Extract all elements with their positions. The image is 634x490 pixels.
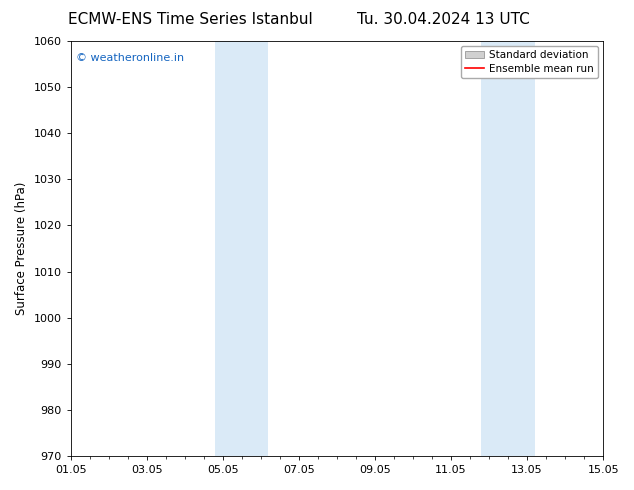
Bar [481,41,534,456]
Legend: Standard deviation, Ensemble mean run: Standard deviation, Ensemble mean run [461,46,598,78]
Text: © weatheronline.in: © weatheronline.in [76,53,184,64]
Text: ECMW-ENS Time Series Istanbul: ECMW-ENS Time Series Istanbul [68,12,313,27]
Text: Tu. 30.04.2024 13 UTC: Tu. 30.04.2024 13 UTC [358,12,530,27]
Y-axis label: Surface Pressure (hPa): Surface Pressure (hPa) [15,182,28,315]
Bar [215,41,268,456]
